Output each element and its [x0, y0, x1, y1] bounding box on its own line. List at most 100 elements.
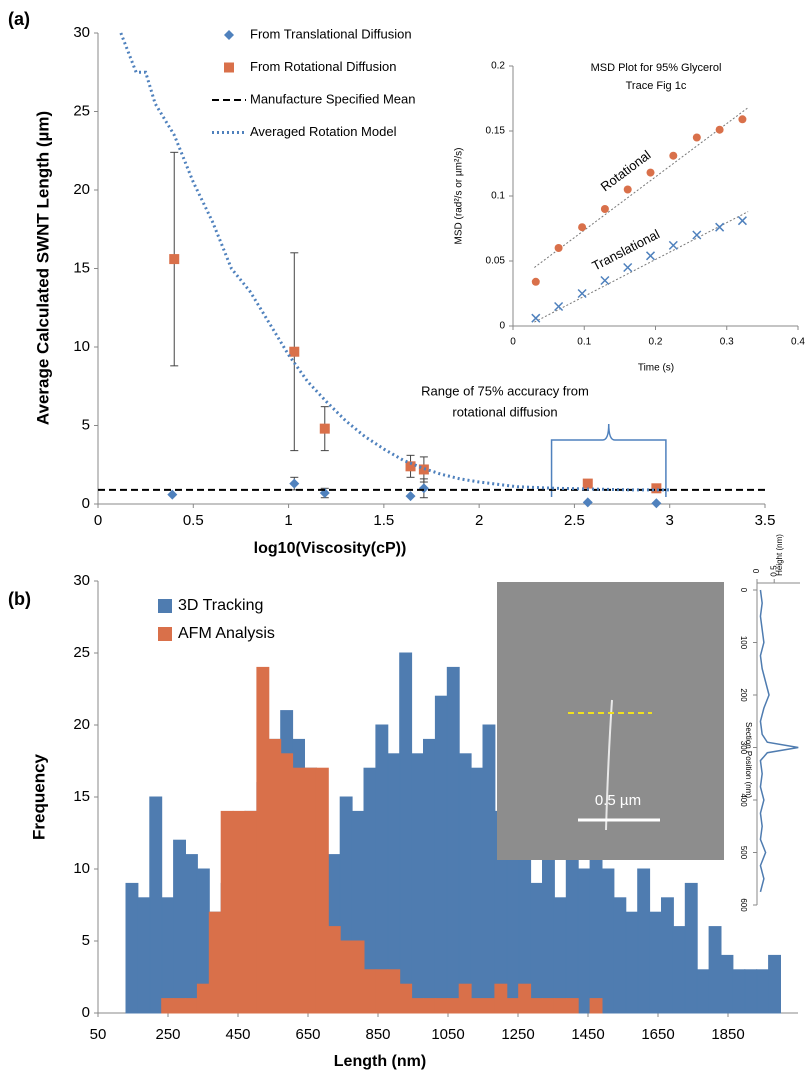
data-point	[623, 262, 633, 273]
data-point	[692, 133, 701, 142]
histogram-bar	[649, 911, 662, 1014]
data-point	[582, 497, 593, 508]
histogram-bar	[542, 839, 555, 1014]
histogram-bar	[161, 998, 175, 1014]
y-axis-label: MSD (rad²/s or µm²/s)	[454, 148, 465, 245]
position-tick-label: 400	[739, 793, 748, 807]
data-point	[418, 483, 429, 494]
histogram-bar	[423, 998, 436, 1014]
histogram-bar	[232, 810, 246, 1014]
x-tick-label: 0.1	[577, 337, 591, 348]
histogram-bar	[744, 969, 758, 1014]
histogram-bar	[565, 998, 579, 1014]
legend-swatch	[158, 627, 172, 641]
histogram-bar	[458, 753, 472, 1014]
x-tick-label: 50	[90, 1026, 107, 1043]
histogram-bar	[244, 810, 258, 1014]
y-tick-label: 5	[82, 416, 90, 433]
data-point	[645, 251, 656, 261]
data-point	[623, 185, 632, 194]
data-point	[577, 288, 587, 299]
histogram-bar	[684, 882, 698, 1014]
y-tick-label: 0.15	[486, 126, 506, 137]
histogram-bar	[768, 954, 781, 1014]
y-axis-label: Frequency	[29, 753, 48, 840]
histogram-bar	[470, 998, 484, 1014]
y-tick-label: 0.05	[486, 256, 506, 267]
position-tick-label: 300	[739, 741, 748, 755]
x-axis-label: log10(Viscosity(cP))	[254, 540, 407, 557]
x-tick-label: 0	[510, 337, 516, 348]
position-tick-label: 600	[739, 898, 748, 912]
data-point	[167, 489, 178, 500]
histogram-bar	[256, 666, 270, 1014]
histogram-bar	[506, 998, 520, 1014]
x-tick-label: 2	[475, 512, 483, 529]
histogram-bar	[625, 911, 639, 1014]
y-tick-label: 15	[73, 259, 90, 276]
histogram-bar	[482, 998, 496, 1014]
x-tick-label: 0.3	[720, 337, 734, 348]
data-point	[554, 301, 564, 312]
histogram-bar	[363, 969, 377, 1014]
inset-title: MSD Plot for 95% Glycerol	[591, 62, 722, 74]
x-tick-label: 3.5	[755, 512, 776, 529]
histogram-bar	[375, 969, 389, 1014]
histogram-bar	[268, 738, 282, 1014]
data-point	[600, 205, 609, 213]
position-axis-label: Section Position (nm)	[744, 722, 753, 798]
data-point	[554, 244, 563, 252]
y-tick-label: 15	[73, 788, 90, 805]
data-point	[651, 498, 662, 509]
data-point	[582, 478, 593, 489]
data-point	[531, 277, 540, 286]
y-tick-label: 20	[73, 181, 90, 198]
annotation-bracket	[550, 423, 667, 497]
data-point	[715, 125, 724, 134]
data-point	[737, 216, 747, 226]
histogram-bar	[530, 998, 543, 1014]
histogram-bar	[125, 882, 139, 1014]
x-axis-label: Time (s)	[638, 363, 674, 374]
histogram-bar	[280, 753, 294, 1014]
histogram-bar	[565, 839, 579, 1014]
y-axis-label: Average Calculated SWNT Length (µm)	[33, 111, 52, 425]
y-tick-label: 20	[73, 716, 90, 733]
data-point	[405, 461, 416, 472]
y-tick-label: 0.2	[491, 61, 505, 72]
histogram-bar	[577, 868, 591, 1014]
x-tick-label: 1450	[571, 1026, 604, 1043]
x-tick-label: 650	[295, 1026, 320, 1043]
histogram-bar	[494, 983, 508, 1014]
x-tick-label: 1050	[431, 1026, 464, 1043]
y-tick-label: 25	[73, 644, 90, 661]
trend-line	[534, 107, 749, 268]
histogram-bar	[149, 796, 163, 1014]
x-tick-label: 1650	[641, 1026, 674, 1043]
position-tick-label: 200	[739, 688, 748, 702]
y-tick-label: 0.1	[491, 191, 505, 202]
x-tick-label: 1.5	[373, 512, 394, 529]
y-tick-label: 0	[499, 321, 505, 332]
data-point	[531, 313, 541, 323]
histogram-bar	[434, 695, 448, 1014]
histogram-bar	[518, 983, 532, 1014]
legend-swatch	[224, 62, 234, 73]
x-tick-label: 1850	[711, 1026, 744, 1043]
legend-label: From Translational Diffusion	[250, 26, 412, 41]
histogram-bar	[542, 998, 555, 1014]
histogram-bar	[423, 738, 436, 1014]
histogram-bar	[482, 724, 496, 1014]
histogram-bar	[327, 926, 341, 1014]
histogram-bar	[553, 897, 567, 1014]
y-tick-label: 10	[73, 860, 90, 877]
position-tick-label: 500	[739, 846, 748, 860]
histogram-bar	[601, 868, 615, 1014]
height-profile	[759, 589, 799, 893]
data-point	[651, 483, 662, 494]
histogram-bar	[196, 983, 210, 1014]
legend-swatch	[158, 599, 172, 613]
histogram-bar	[185, 998, 198, 1014]
y-tick-label: 5	[82, 932, 90, 949]
